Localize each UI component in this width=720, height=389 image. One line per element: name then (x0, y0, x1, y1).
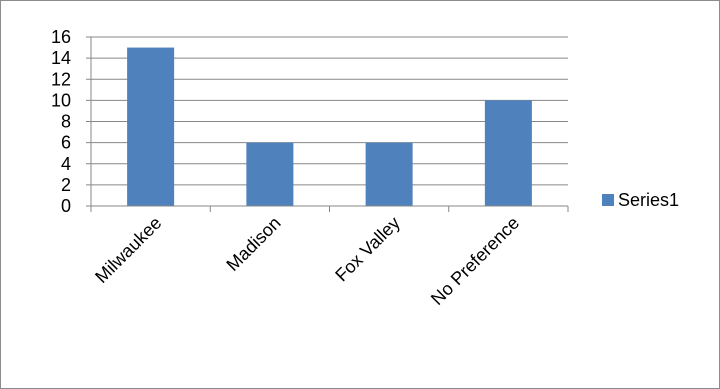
x-category-label: Fox Valley (331, 213, 404, 286)
x-category-label: No Preference (427, 213, 523, 309)
legend-label: Series1 (618, 190, 679, 210)
y-tick-label: 14 (51, 48, 71, 68)
x-category-labels: Milwaukee Madison Fox Valley No Preference (91, 213, 523, 309)
bar-fox-valley (365, 142, 413, 206)
bar-madison (246, 142, 294, 206)
y-tick-label: 4 (61, 154, 71, 174)
bar-milwaukee (127, 47, 175, 206)
y-tick-label: 8 (61, 112, 71, 132)
legend: Series1 (602, 190, 679, 210)
y-tick-label: 10 (51, 90, 71, 110)
y-tick-label: 16 (51, 27, 71, 47)
y-tick-label: 12 (51, 69, 71, 89)
axes (86, 36, 569, 212)
y-tick-label: 2 (61, 175, 71, 195)
x-category-label: Milwaukee (91, 213, 165, 287)
bars (127, 47, 532, 206)
x-category-label: Madison (222, 213, 284, 275)
y-tick-label: 0 (61, 196, 71, 216)
y-tick-label: 6 (61, 133, 71, 153)
legend-swatch (602, 194, 614, 206)
bar-no-preference (484, 100, 532, 206)
